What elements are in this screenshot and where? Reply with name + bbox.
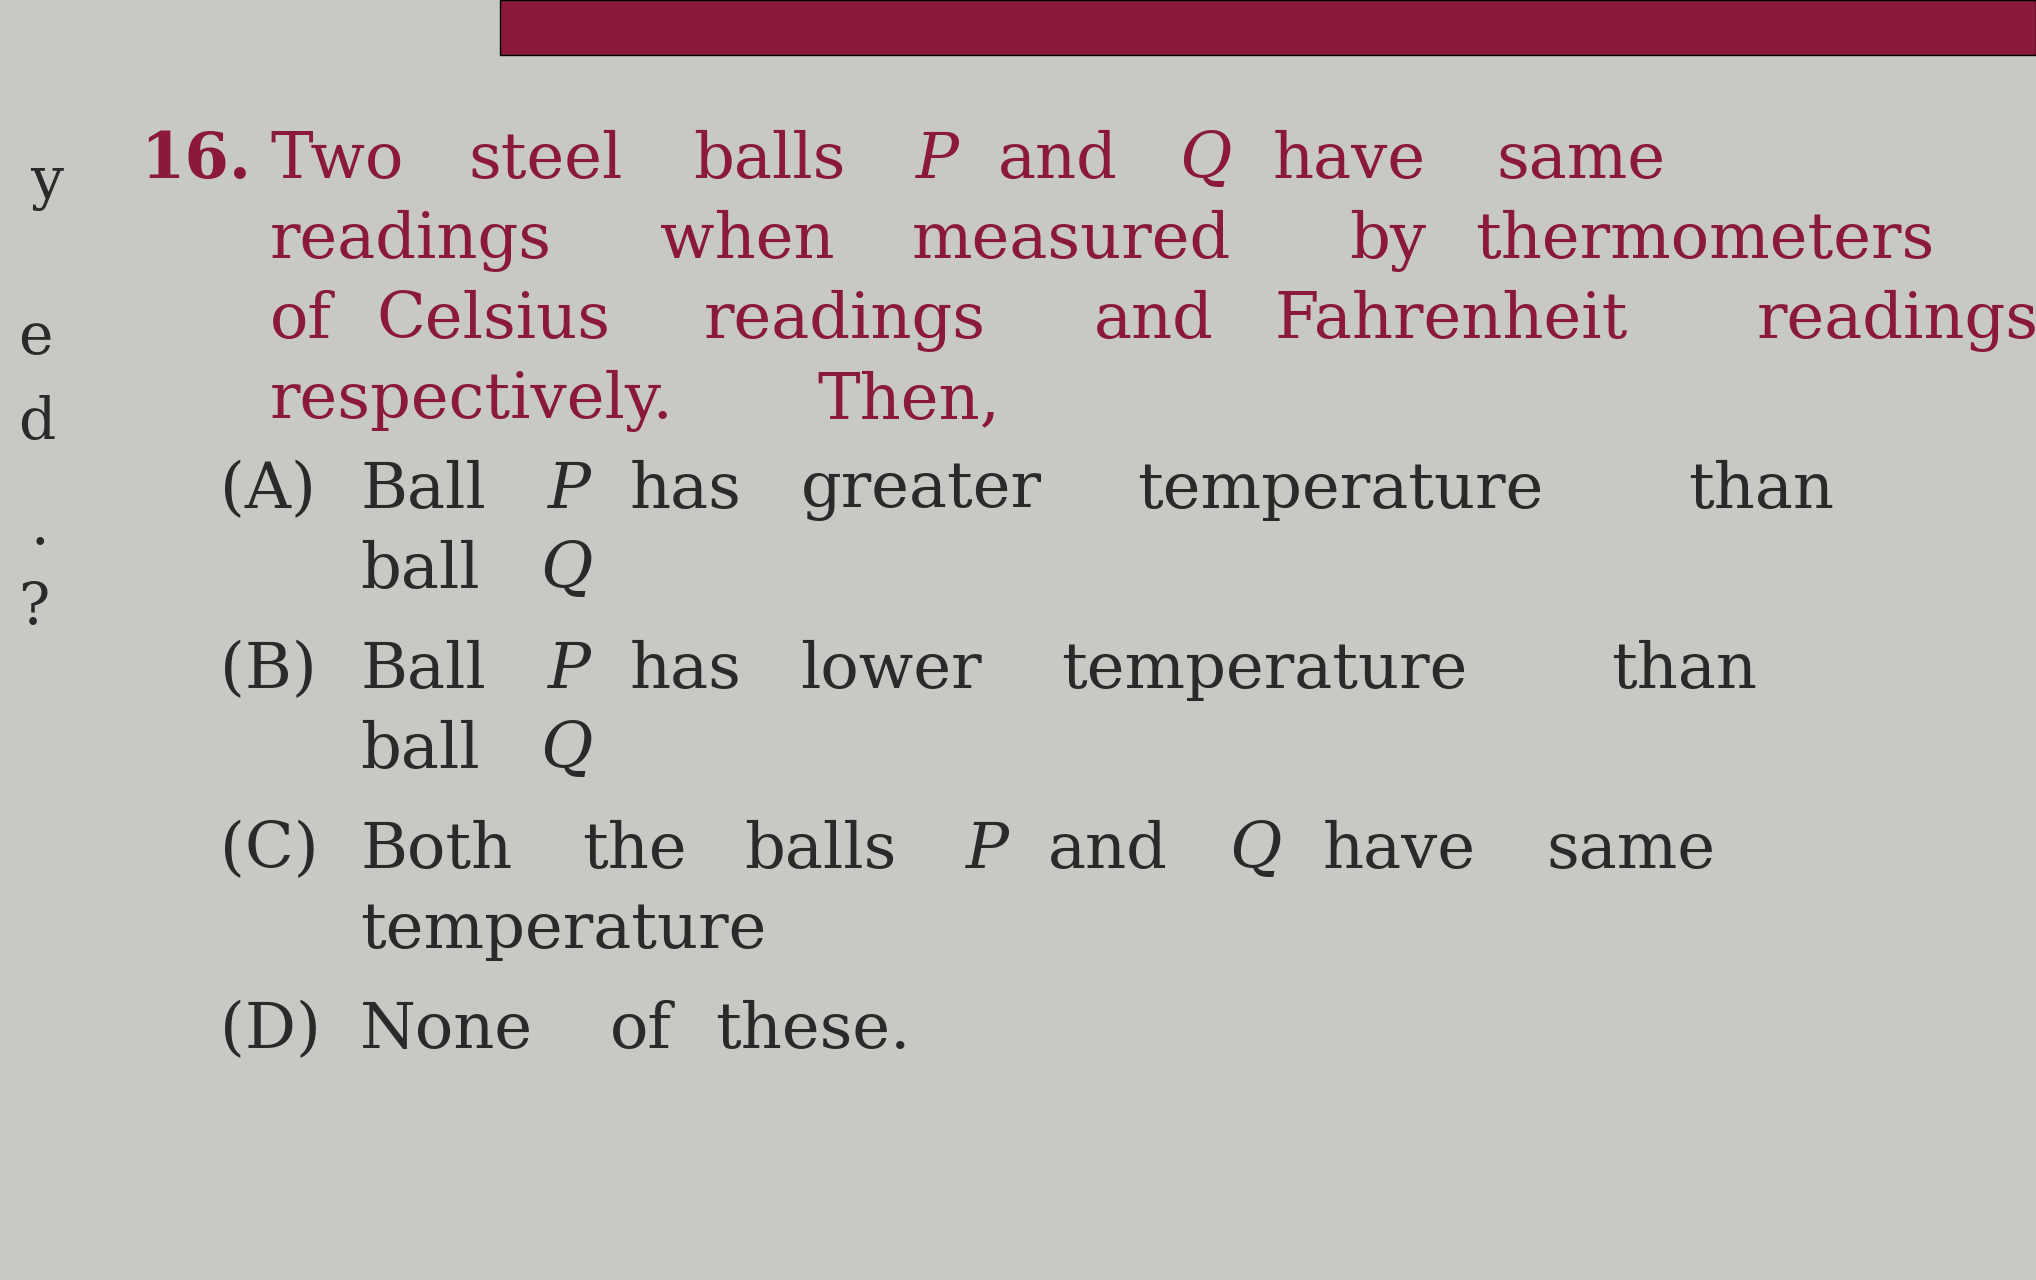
Text: readings: readings (704, 291, 985, 352)
Text: Two: Two (271, 131, 403, 191)
Text: .: . (31, 500, 49, 556)
Text: have: have (1272, 131, 1425, 191)
Text: balls: balls (694, 131, 845, 191)
Text: (C): (C) (220, 820, 318, 881)
Text: e: e (18, 310, 53, 366)
Text: readings: readings (1757, 291, 2036, 352)
Text: 16.: 16. (140, 131, 250, 191)
Text: when: when (660, 210, 835, 271)
Text: P: P (967, 820, 1010, 882)
FancyBboxPatch shape (501, 0, 2036, 55)
Text: than: than (1610, 640, 1757, 701)
Text: P: P (548, 460, 590, 521)
Text: Celsius: Celsius (377, 291, 611, 351)
Text: Fahrenheit: Fahrenheit (1275, 291, 1629, 351)
Text: Q: Q (1230, 820, 1281, 882)
Text: Ball: Ball (360, 460, 487, 521)
Text: measured: measured (912, 210, 1230, 271)
Text: Q: Q (540, 540, 592, 602)
Text: has: has (629, 640, 741, 701)
Text: readings: readings (271, 210, 552, 273)
Text: Q: Q (540, 719, 592, 782)
Text: temperature: temperature (360, 900, 766, 961)
Text: None: None (360, 1000, 533, 1061)
Text: of: of (609, 1000, 672, 1061)
Text: P: P (916, 131, 959, 192)
Text: y: y (31, 155, 63, 211)
Text: and: and (998, 131, 1118, 191)
Text: have: have (1323, 820, 1476, 881)
Text: the: the (582, 820, 688, 881)
Text: d: d (18, 396, 55, 451)
Text: (B): (B) (220, 640, 318, 701)
Text: same: same (1496, 131, 1665, 191)
Text: Both: Both (360, 820, 513, 881)
Text: ?: ? (18, 580, 49, 636)
Text: Q: Q (1179, 131, 1232, 192)
Text: balls: balls (743, 820, 896, 881)
Text: same: same (1545, 820, 1716, 881)
Text: and: and (1049, 820, 1169, 881)
Text: and: and (1093, 291, 1213, 351)
Text: has: has (629, 460, 741, 521)
Text: temperature: temperature (1138, 460, 1543, 521)
Text: (A): (A) (220, 460, 316, 521)
Text: ball: ball (360, 540, 480, 602)
Text: steel: steel (468, 131, 623, 191)
Text: Then,: Then, (816, 370, 1000, 431)
Text: lower: lower (800, 640, 981, 701)
Text: ball: ball (360, 719, 480, 781)
Text: than: than (1688, 460, 1834, 521)
Text: thermometers: thermometers (1476, 210, 1934, 271)
Text: Ball: Ball (360, 640, 487, 701)
Text: (D): (D) (220, 1000, 322, 1061)
Text: temperature: temperature (1061, 640, 1468, 701)
Text: by: by (1350, 210, 1427, 273)
Text: respectively.: respectively. (271, 370, 674, 433)
Text: P: P (548, 640, 590, 701)
Text: these.: these. (715, 1000, 910, 1061)
Text: greater: greater (800, 460, 1042, 521)
Text: of: of (271, 291, 332, 351)
